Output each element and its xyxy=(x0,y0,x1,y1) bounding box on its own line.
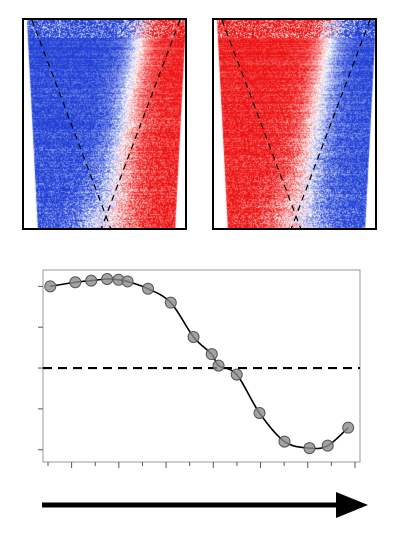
data-point xyxy=(121,275,134,288)
data-point xyxy=(187,330,200,343)
data-point xyxy=(278,435,291,448)
data-point xyxy=(303,442,316,455)
data-point xyxy=(253,406,266,419)
data-point xyxy=(321,439,334,452)
data-point xyxy=(142,282,155,295)
line-plot xyxy=(38,269,361,468)
heatmap-right-guides xyxy=(221,20,371,228)
heatmap-left-image xyxy=(24,20,185,228)
heatmap-left-guides xyxy=(31,20,181,228)
data-point xyxy=(164,296,177,309)
plot-frame xyxy=(42,269,361,463)
data-point xyxy=(212,359,225,372)
heatmap-right-image xyxy=(214,20,375,228)
arrow-head xyxy=(336,492,368,518)
y-axis-ticks xyxy=(38,285,43,451)
data-point xyxy=(44,280,57,293)
x-axis-ticks xyxy=(47,462,356,468)
data-point xyxy=(85,274,98,287)
data-point xyxy=(205,348,218,361)
data-point xyxy=(69,276,82,289)
data-point xyxy=(230,368,243,381)
heatmap-left xyxy=(22,18,187,230)
data-point xyxy=(101,272,114,285)
data-points xyxy=(44,272,355,455)
heatmap-right xyxy=(212,18,377,230)
data-point xyxy=(342,421,355,434)
direction-arrow xyxy=(42,492,368,518)
